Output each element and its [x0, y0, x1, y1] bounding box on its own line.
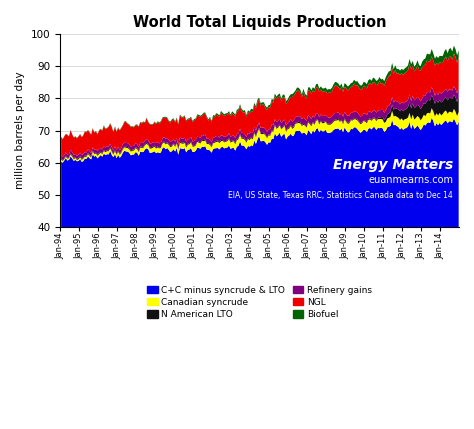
Text: Energy Matters: Energy Matters: [333, 158, 453, 172]
Legend: C+C minus syncrude & LTO, Canadian syncrude, N American LTO, Refinery gains, NGL: C+C minus syncrude & LTO, Canadian syncr…: [143, 282, 375, 323]
Title: World Total Liquids Production: World Total Liquids Production: [133, 15, 386, 30]
Text: euanmearns.com: euanmearns.com: [368, 175, 453, 185]
Text: EIA, US State, Texas RRC, Statistics Canada data to Dec 14: EIA, US State, Texas RRC, Statistics Can…: [228, 190, 453, 199]
Y-axis label: million barrels per day: million barrels per day: [15, 72, 25, 190]
